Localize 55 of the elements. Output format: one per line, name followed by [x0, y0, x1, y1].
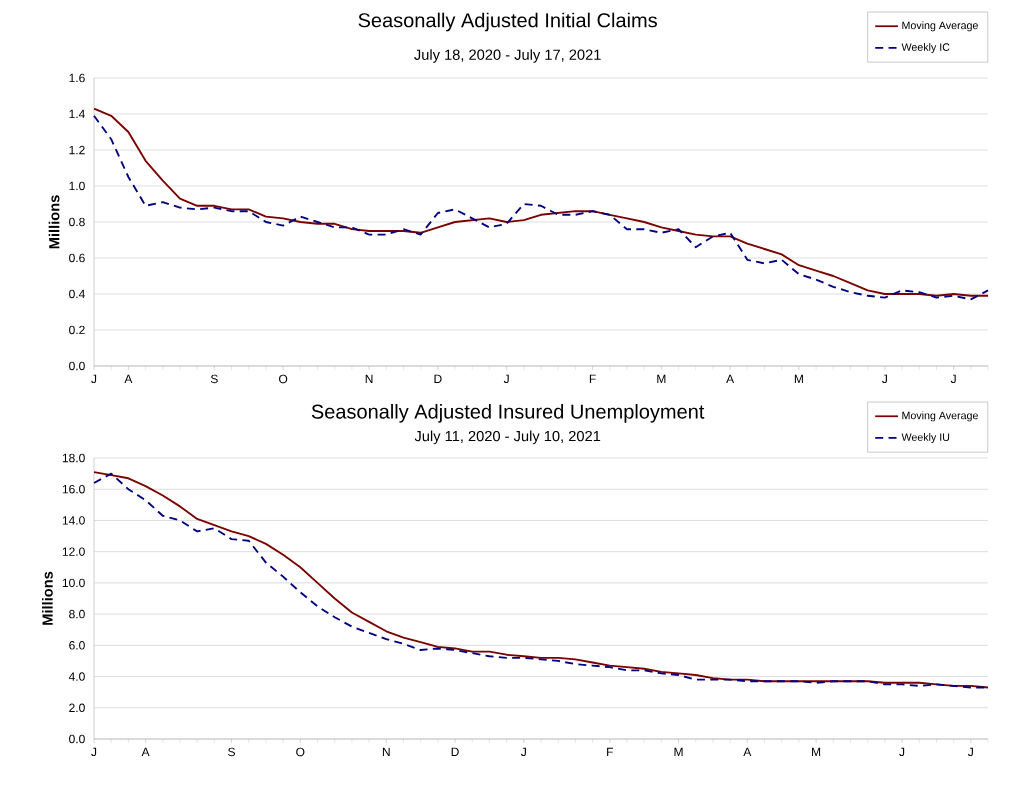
x-tick-label: A [743, 747, 752, 756]
y-tick-label: 0.0 [69, 734, 85, 744]
x-tick-label: D [451, 747, 459, 756]
x-tick-label: D [434, 374, 442, 383]
x-tick-label: J [503, 374, 509, 384]
y-tick-label: 1.4 [69, 109, 85, 119]
y-tick-label: 0.4 [69, 289, 85, 299]
x-tick-label: N [365, 374, 373, 383]
x-tick-label: J [91, 374, 97, 384]
y-axis-title: Millions [42, 571, 53, 625]
x-tick-label: J [882, 374, 887, 384]
x-tick-label: S [210, 374, 218, 384]
x-tick-label: O [296, 747, 305, 757]
x-tick-label: F [589, 374, 596, 383]
chart-subtitle: July 11, 2020 - July 10, 2021 [414, 430, 601, 445]
y-tick-label: 0.0 [69, 361, 85, 371]
x-tick-label: M [674, 747, 683, 756]
y-tick-label: 0.6 [69, 253, 85, 263]
x-tick-label: M [657, 374, 666, 383]
legend-label: Weekly IU [901, 433, 950, 444]
y-tick-label: 4.0 [68, 672, 85, 681]
x-tick-label: M [812, 747, 821, 756]
chart-title: Seasonally Adjusted Insured Unemployment [311, 404, 705, 423]
x-tick-label: J [968, 747, 973, 757]
x-tick-label: A [141, 747, 150, 756]
x-tick-label: N [382, 747, 390, 756]
y-tick-label: 2.0 [69, 703, 85, 713]
y-tick-label: 1.0 [69, 181, 85, 191]
y-tick-label: 1.2 [69, 145, 85, 155]
y-tick-label: 12.0 [62, 547, 85, 556]
y-tick-label: 0.8 [69, 217, 85, 227]
x-tick-label: A [726, 374, 735, 383]
legend-label: Moving Average [902, 411, 978, 422]
y-tick-label: 1.6 [69, 73, 85, 83]
x-tick-label: M [794, 374, 803, 383]
x-tick-label: J [899, 747, 905, 757]
y-tick-label: 18.0 [62, 453, 85, 463]
x-tick-label: S [228, 747, 235, 757]
x-tick-label: J [521, 747, 526, 757]
x-tick-label: J [950, 374, 956, 384]
y-tick-label: 16.0 [62, 484, 85, 494]
y-tick-label: 8.0 [69, 609, 85, 619]
legend-label: Moving Average [902, 21, 978, 32]
x-tick-label: J [91, 747, 97, 757]
legend-label: Weekly IC [901, 43, 950, 54]
x-tick-label: O [279, 374, 288, 384]
y-axis-title: Millions [48, 195, 60, 249]
x-tick-label: A [124, 374, 133, 383]
chart-title: Seasonally Adjusted Initial Claims [358, 12, 657, 32]
x-tick-label: F [607, 747, 613, 756]
chart-subtitle: July 18, 2020 - July 17, 2021 [414, 49, 601, 63]
y-tick-label: 0.2 [69, 325, 85, 335]
y-tick-label: 10.0 [62, 578, 85, 588]
y-tick-label: 14.0 [62, 516, 85, 525]
y-tick-label: 6.0 [69, 641, 85, 650]
